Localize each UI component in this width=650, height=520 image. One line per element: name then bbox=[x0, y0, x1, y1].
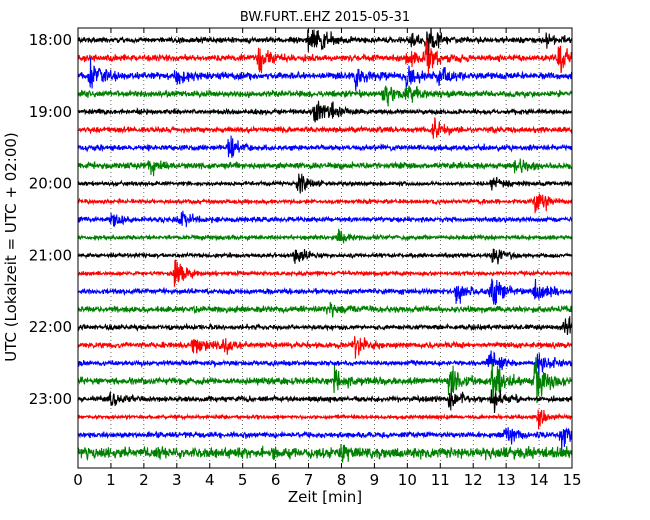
seismic-trace-2330 bbox=[78, 426, 572, 452]
chart-title: BW.FURT..EHZ 2015-05-31 bbox=[239, 10, 411, 25]
seismic-trace-1815 bbox=[78, 39, 572, 74]
x-tick-label-10: 10 bbox=[398, 471, 417, 489]
seismic-trace-2115 bbox=[78, 259, 572, 287]
x-axis-label: Zeit [min] bbox=[287, 488, 363, 506]
x-tick-label-0: 0 bbox=[73, 471, 83, 489]
seismic-trace-2230 bbox=[78, 350, 572, 378]
x-tick-label-7: 7 bbox=[304, 471, 314, 489]
seismic-trace-2315 bbox=[78, 409, 572, 430]
seismic-trace-1845 bbox=[78, 85, 572, 107]
seismic-trace-2000 bbox=[78, 173, 572, 194]
seismic-trace-2200 bbox=[78, 316, 572, 336]
y-tick-label-2100: 21:00 bbox=[29, 246, 72, 264]
seismic-trace-2015 bbox=[78, 193, 572, 214]
x-tick-label-3: 3 bbox=[172, 471, 182, 489]
seismic-trace-1930 bbox=[78, 135, 572, 158]
x-tick-label-14: 14 bbox=[530, 471, 549, 489]
seismic-trace-2215 bbox=[78, 336, 572, 359]
y-tick-label-1900: 19:00 bbox=[29, 103, 72, 121]
seismic-trace-2245 bbox=[78, 357, 572, 405]
plot-frame bbox=[77, 27, 573, 469]
y-tick-label-2200: 22:00 bbox=[29, 318, 72, 336]
x-tick-label-15: 15 bbox=[562, 471, 581, 489]
y-tick-label-2000: 20:00 bbox=[29, 175, 72, 193]
x-tick-label-8: 8 bbox=[337, 471, 347, 489]
seismic-trace-2130 bbox=[78, 278, 572, 305]
seismic-trace-1915 bbox=[78, 117, 572, 139]
seismic-trace-1800 bbox=[78, 28, 572, 62]
seismic-trace-2145 bbox=[78, 301, 572, 318]
x-tick-label-1: 1 bbox=[106, 471, 116, 489]
seismic-trace-2045 bbox=[78, 228, 572, 244]
x-tick-label-9: 9 bbox=[370, 471, 380, 489]
y-tick-label-1800: 18:00 bbox=[29, 31, 72, 49]
seismic-trace-2300 bbox=[78, 387, 572, 414]
seismic-trace-2030 bbox=[78, 210, 572, 228]
x-tick-label-4: 4 bbox=[205, 471, 215, 489]
x-tick-label-11: 11 bbox=[431, 471, 450, 489]
seismic-trace-1900 bbox=[78, 100, 572, 123]
x-tick-label-2: 2 bbox=[139, 471, 149, 489]
x-tick-label-12: 12 bbox=[464, 471, 483, 489]
y-tick-label-2300: 23:00 bbox=[29, 390, 72, 408]
seismic-trace-2345 bbox=[78, 443, 572, 463]
seismic-trace-1945 bbox=[78, 158, 572, 177]
seismic-trace-2100 bbox=[78, 248, 572, 265]
x-tick-label-13: 13 bbox=[497, 471, 516, 489]
x-tick-label-5: 5 bbox=[238, 471, 248, 489]
seismic-trace-1830 bbox=[78, 57, 572, 92]
x-tick-label-6: 6 bbox=[271, 471, 281, 489]
